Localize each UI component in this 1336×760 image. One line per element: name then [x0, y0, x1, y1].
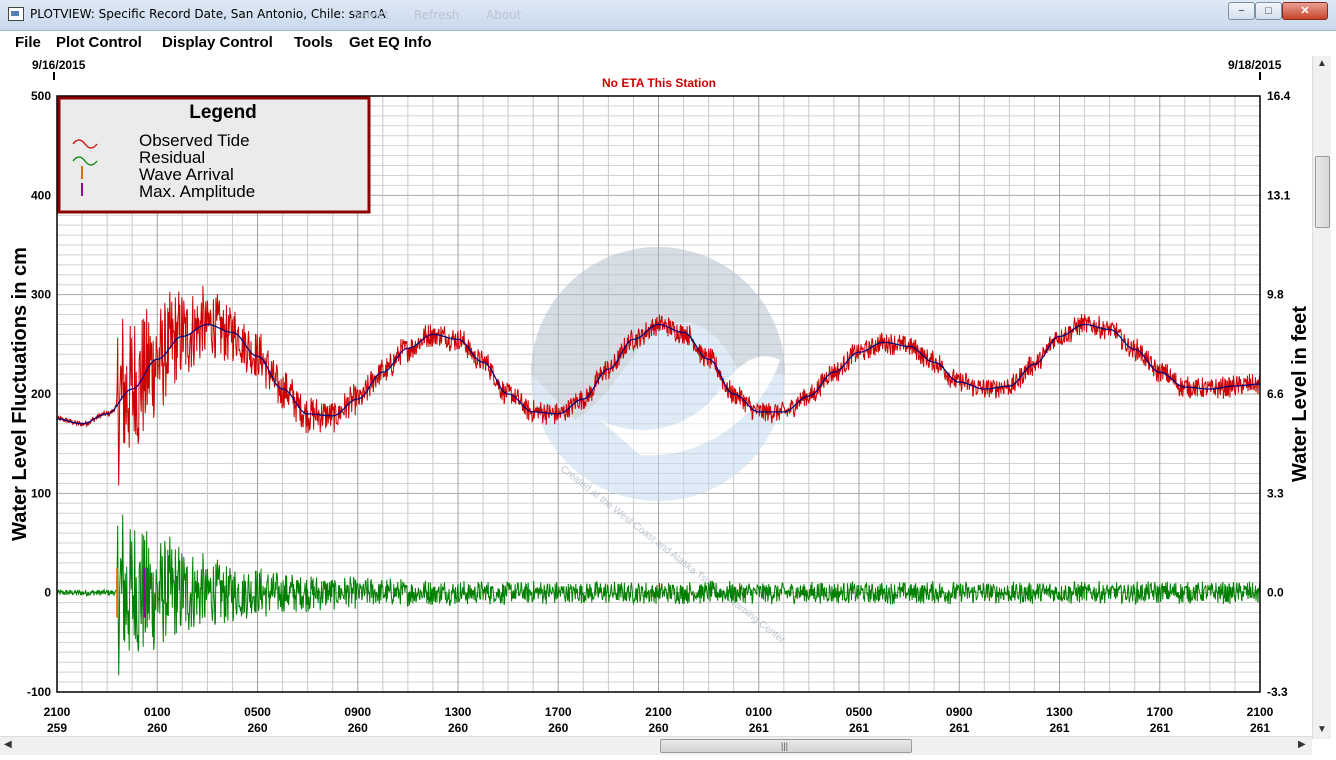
- right-y-tick-label: 6.6: [1267, 387, 1284, 401]
- scroll-grip-icon: |||: [781, 741, 789, 751]
- legend-label-observed-tide: Observed Tide: [139, 131, 250, 150]
- right-y-tick-label: 13.1: [1267, 188, 1291, 202]
- window-title: PLOTVIEW: Specific Record Date, San Anto…: [30, 7, 386, 21]
- x-tick-hour-label: 1300: [1046, 705, 1073, 719]
- predicted-tide-line: [57, 323, 1260, 425]
- right-y-tick-label: 3.3: [1267, 486, 1284, 500]
- left-y-tick-label: 400: [31, 188, 51, 202]
- horizontal-scroll-thumb[interactable]: |||: [660, 739, 912, 753]
- x-tick-hour-label: 0900: [344, 705, 371, 719]
- close-button[interactable]: ✕: [1282, 2, 1328, 20]
- maximize-button[interactable]: □: [1255, 2, 1282, 20]
- x-tick-hour-label: 2100: [1247, 705, 1274, 719]
- title-bar: PLOTVIEW: Specific Record Date, San Anto…: [0, 0, 1336, 31]
- x-tick-hour-label: 0500: [846, 705, 873, 719]
- axis-ticks: 500 16.4 400 13.1 300 9.8 200 6.6 100 3.3 0 0.0 -100…: [27, 89, 1291, 735]
- scroll-left-arrow-icon[interactable]: ◀: [4, 739, 12, 750]
- vertical-scrollbar[interactable]: ▲ ▼: [1312, 56, 1331, 739]
- x-tick-day-label: 260: [348, 721, 368, 735]
- right-axis-title: Water Level in feet: [1289, 306, 1311, 482]
- right-y-tick-label: 16.4: [1267, 89, 1291, 103]
- tide-plot: Created at the West Coast and Alaska Tsu…: [9, 58, 1311, 735]
- vertical-scroll-thumb[interactable]: [1315, 156, 1330, 228]
- x-tick-hour-label: 0900: [946, 705, 973, 719]
- x-tick-day-label: 261: [1150, 721, 1170, 735]
- horizontal-scrollbar[interactable]: ◀ ||| ▶: [0, 736, 1312, 755]
- x-tick-day-label: 261: [949, 721, 969, 735]
- right-y-tick-label: 9.8: [1267, 288, 1284, 302]
- left-y-tick-label: 200: [31, 387, 51, 401]
- x-tick-hour-label: 1700: [545, 705, 572, 719]
- x-tick-hour-label: 1700: [1146, 705, 1173, 719]
- x-tick-hour-label: 2100: [44, 705, 71, 719]
- legend-tide-marker: [72, 139, 98, 149]
- start-date-label: 9/16/2015: [32, 58, 86, 72]
- x-tick-hour-label: 1300: [445, 705, 472, 719]
- menu-plot-control[interactable]: Plot Control: [56, 34, 142, 51]
- plot-frame: [56, 95, 1261, 693]
- app-icon[interactable]: [8, 7, 24, 21]
- x-tick-day-label: 260: [247, 721, 267, 735]
- left-y-tick-label: -100: [27, 685, 51, 699]
- x-tick-day-label: 260: [147, 721, 167, 735]
- end-date-label: 9/18/2015: [1228, 58, 1282, 72]
- legend-label-wave-arrival: Wave Arrival: [139, 165, 234, 184]
- left-axis-title: Water Level Fluctuations in cm: [9, 247, 31, 541]
- legend-box: [57, 96, 371, 214]
- ghost-menu-about: About: [486, 8, 522, 22]
- x-tick-day-label: 261: [749, 721, 769, 735]
- left-y-tick-label: 100: [31, 486, 51, 500]
- eta-status-text: No ETA This Station: [602, 76, 716, 90]
- scroll-right-arrow-icon[interactable]: ▶: [1298, 739, 1306, 750]
- right-y-tick-label: 0.0: [1267, 586, 1284, 600]
- menu-bar: File Plot Control Display Control Tools …: [0, 31, 1336, 55]
- ghost-menu-select: Select: [352, 8, 390, 22]
- scroll-down-arrow-icon[interactable]: ▼: [1317, 724, 1327, 735]
- scroll-up-arrow-icon[interactable]: ▲: [1317, 58, 1327, 69]
- left-y-tick-label: 500: [31, 89, 51, 103]
- x-tick-day-label: 261: [849, 721, 869, 735]
- left-y-tick-label: 0: [44, 586, 51, 600]
- x-tick-day-label: 261: [1049, 721, 1069, 735]
- minimize-button[interactable]: −: [1228, 2, 1255, 20]
- x-tick-hour-label: 0100: [745, 705, 772, 719]
- x-tick-hour-label: 0100: [144, 705, 171, 719]
- menu-get-eq-info[interactable]: Get EQ Info: [349, 34, 432, 51]
- x-tick-day-label: 261: [1250, 721, 1270, 735]
- legend: Legend Observed Tide Residual Wave Arriv…: [57, 96, 371, 214]
- legend-title: Legend: [189, 102, 257, 123]
- legend-residual-marker: [72, 156, 98, 166]
- menu-display-control[interactable]: Display Control: [162, 34, 273, 51]
- right-y-tick-label: -3.3: [1267, 685, 1288, 699]
- x-tick-day-label: 259: [47, 721, 67, 735]
- x-tick-day-label: 260: [648, 721, 668, 735]
- x-tick-day-label: 260: [548, 721, 568, 735]
- left-y-tick-label: 300: [31, 288, 51, 302]
- residual-line: [56, 514, 1261, 676]
- x-tick-hour-label: 0500: [244, 705, 271, 719]
- ghost-menu-refresh: Refresh: [414, 8, 460, 22]
- legend-label-residual: Residual: [139, 148, 205, 167]
- menu-file[interactable]: File: [15, 34, 41, 51]
- x-tick-day-label: 260: [448, 721, 468, 735]
- x-tick-hour-label: 2100: [645, 705, 672, 719]
- menu-tools[interactable]: Tools: [294, 34, 333, 51]
- legend-label-max-amplitude: Max. Amplitude: [139, 182, 255, 201]
